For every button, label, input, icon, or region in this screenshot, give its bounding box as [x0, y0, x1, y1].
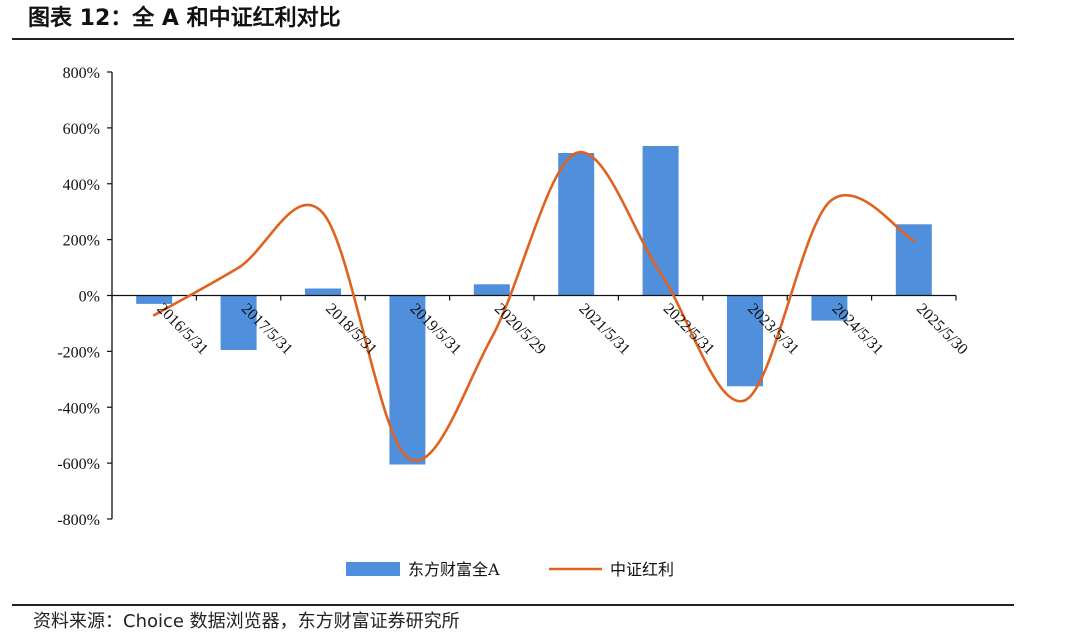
line-point-2016/5/31 — [152, 313, 156, 317]
x-tick-label: 2018/5/31 — [322, 300, 380, 358]
bar-2017/5/31 — [220, 295, 257, 350]
figure-title: 图表 12：全 A 和中证红利对比 — [28, 6, 341, 31]
x-tick-label: 2022/5/31 — [660, 300, 718, 358]
source-divider — [12, 604, 1014, 606]
legend-label-bar: 东方财富全A — [408, 560, 500, 579]
bar-2020/5/29 — [473, 284, 510, 296]
line-point-2020/5/29 — [490, 336, 494, 339]
bar-2018/5/31 — [305, 288, 341, 296]
legend-item-line: 中证红利 — [549, 560, 674, 579]
y-tick-label: 200% — [63, 233, 100, 250]
line-point-2024/5/31 — [828, 200, 831, 204]
y-tick-label: 0% — [79, 289, 100, 306]
line-point-2025/5/30 — [912, 239, 916, 243]
bar-2016/5/31 — [136, 295, 173, 304]
x-tick-label: 2021/5/31 — [575, 300, 633, 358]
line-point-2019/5/31 — [406, 456, 409, 459]
series-line-中证红利 — [152, 150, 916, 462]
y-tick-label: 600% — [63, 121, 100, 138]
line-layer — [152, 150, 916, 462]
legend-item-bar: 东方财富全A — [346, 560, 500, 579]
line-point-2018/5/31 — [321, 211, 325, 215]
x-tick-label: 2016/5/31 — [153, 300, 211, 358]
line-point-2021/5/31 — [574, 151, 578, 155]
title-divider — [12, 38, 1014, 40]
bar-2022/5/31 — [642, 146, 679, 296]
legend-swatch-bar — [346, 562, 400, 576]
legend-label-line: 中证红利 — [610, 560, 674, 579]
bars-layer — [136, 146, 932, 465]
comparison-chart: 800% 600% 400% 200% 0% -200% -400% -600% -800% 20… — [57, 65, 971, 579]
line-point-2022/5/31 — [659, 271, 662, 275]
y-tick-label: 400% — [63, 177, 100, 194]
bar-2024/5/31 — [811, 295, 848, 321]
y-tick-label: -600% — [57, 456, 100, 473]
y-tick-label: -200% — [57, 344, 100, 361]
x-tick-label: 2024/5/31 — [829, 300, 887, 358]
bar-2025/5/30 — [895, 224, 932, 296]
axis-layer — [107, 71, 957, 520]
x-tick-label: 2025/5/30 — [913, 300, 971, 358]
line-point-2023/5/31 — [743, 399, 747, 402]
legend: 东方财富全A 中证红利 — [346, 560, 674, 579]
y-tick-label: -800% — [57, 512, 100, 529]
line-point-2017/5/31 — [237, 266, 240, 269]
bar-2023/5/31 — [727, 295, 763, 387]
y-tick-label: 800% — [63, 65, 100, 82]
bar-2021/5/31 — [558, 153, 595, 296]
x-tick-label: 2020/5/29 — [491, 300, 549, 358]
source-note: 资料来源：Choice 数据浏览器，东方财富证券研究所 — [33, 611, 460, 632]
y-tick-label: -400% — [57, 400, 100, 417]
chart-container: 800% 600% 400% 200% 0% -200% -400% -600% -800% 20… — [0, 44, 1080, 604]
